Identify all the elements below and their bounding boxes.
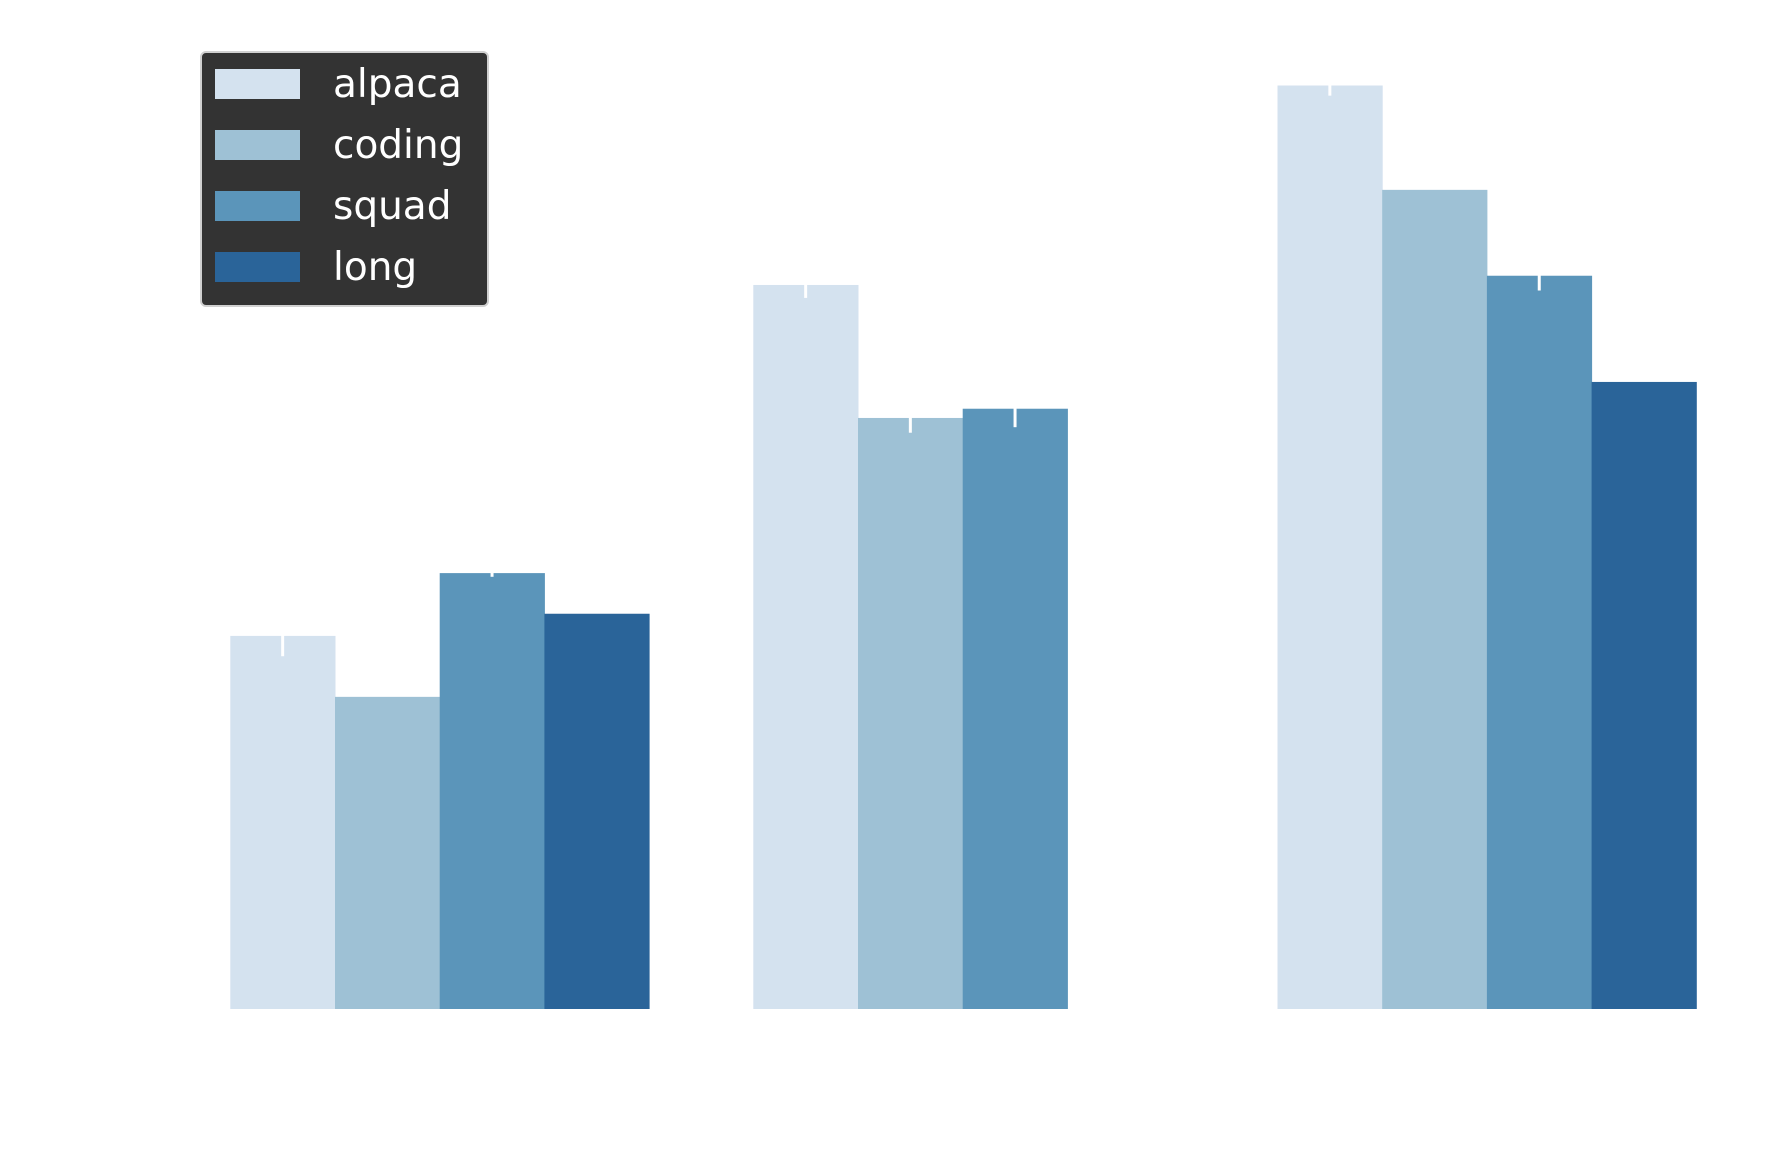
bar-coding-group-2 — [858, 417, 964, 1010]
legend-label-coding: coding — [333, 123, 463, 168]
bar-alpaca-group-2 — [753, 284, 859, 1009]
legend-label-alpaca: alpaca — [333, 62, 462, 107]
legend-background — [200, 51, 489, 307]
bar-long-group-3 — [1591, 381, 1697, 1010]
legend-swatch-coding — [215, 130, 300, 160]
legend-swatch-long — [215, 252, 300, 282]
legend-swatch-squad — [215, 191, 300, 221]
bars-layer — [230, 75, 1697, 1010]
legend-label-long: long — [333, 245, 417, 290]
legend-swatch-alpaca — [215, 69, 300, 99]
bar-squad-group-3 — [1486, 275, 1593, 1010]
bar-coding-group-3 — [1382, 189, 1488, 1010]
legend: alpaca coding squad long — [200, 51, 489, 307]
bar-coding-group-1 — [335, 696, 441, 1009]
legend-label-squad: squad — [333, 184, 451, 229]
bar-squad-group-2 — [962, 408, 1068, 1010]
bar-squad-group-1 — [439, 573, 545, 1009]
bar-alpaca-group-3 — [1277, 85, 1383, 1009]
bar-long-group-1 — [544, 613, 650, 1009]
bar-alpaca-group-1 — [230, 635, 336, 1009]
